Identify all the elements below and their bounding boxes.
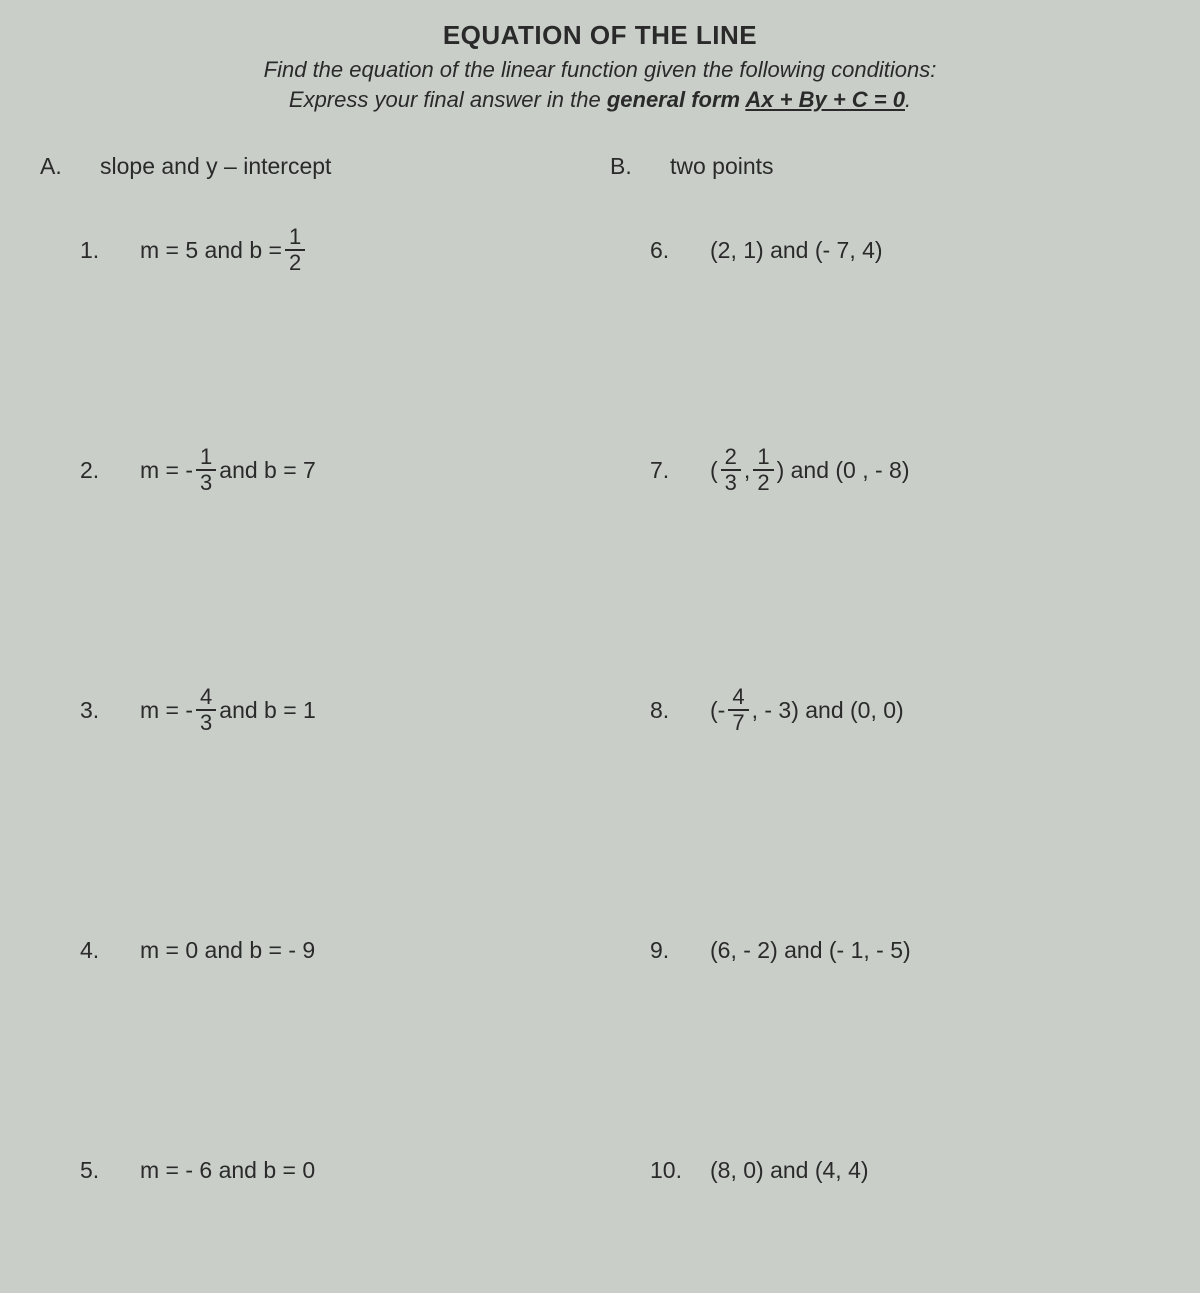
problem-7-fraction-2: 1 2: [753, 446, 773, 494]
problem-8-post: , - 3) and (0, 0): [752, 697, 904, 724]
col-b-heading: B. two points: [610, 153, 1160, 180]
problem-1-frac-num: 1: [285, 226, 305, 251]
problem-1-fraction: 1 2: [285, 226, 305, 274]
problem-7-content: ( 2 3 , 1 2 ) and (0 , - 8): [710, 446, 910, 494]
instr-seg-b: general form: [607, 87, 746, 112]
problem-3-number: 3.: [40, 697, 140, 724]
problem-5: 5. m = - 6 and b = 0: [40, 1140, 590, 1200]
problem-3: 3. m = - 4 3 and b = 1: [40, 680, 590, 740]
problem-9-content: (6, - 2) and (- 1, - 5): [710, 937, 911, 964]
problem-7-post: ) and (0 , - 8): [777, 457, 910, 484]
problem-1-content: m = 5 and b = 1 2: [140, 226, 308, 274]
problem-3-frac-num: 4: [196, 686, 216, 711]
problem-7-f1-num: 2: [721, 446, 741, 471]
problem-7-f2-den: 2: [753, 471, 773, 494]
problem-1: 1. m = 5 and b = 1 2: [40, 220, 590, 280]
problem-2-content: m = - 1 3 and b = 7: [140, 446, 316, 494]
problem-2-frac-num: 1: [196, 446, 216, 471]
instructions-line-2: Express your final answer in the general…: [40, 87, 1160, 113]
instr-seg-c: Ax + By + C = 0: [745, 87, 905, 112]
problem-4-content: m = 0 and b = - 9: [140, 937, 315, 964]
problem-5-content: m = - 6 and b = 0: [140, 1157, 315, 1184]
problem-7-f1-den: 3: [721, 471, 741, 494]
problem-8-frac-den: 7: [728, 711, 748, 734]
col-b-label: two points: [670, 153, 774, 180]
instr-seg-a: Express your final answer in the: [289, 87, 607, 112]
problem-5-number: 5.: [40, 1157, 140, 1184]
problem-6-text: (2, 1) and (- 7, 4): [710, 237, 883, 264]
problem-5-text: m = - 6 and b = 0: [140, 1157, 315, 1184]
problem-8-pre: (-: [710, 697, 725, 724]
problem-2: 2. m = - 1 3 and b = 7: [40, 440, 590, 500]
problem-1-number: 1.: [40, 237, 140, 264]
col-a-letter: A.: [40, 153, 100, 180]
problem-2-fraction: 1 3: [196, 446, 216, 494]
problem-2-number: 2.: [40, 457, 140, 484]
problem-8: 8. (- 4 7 , - 3) and (0, 0): [610, 680, 1160, 740]
problem-4: 4. m = 0 and b = - 9: [40, 920, 590, 980]
problem-6-content: (2, 1) and (- 7, 4): [710, 237, 883, 264]
problem-1-pre: m = 5 and b =: [140, 237, 282, 264]
instr-seg-d: .: [905, 87, 911, 112]
problem-3-pre: m = -: [140, 697, 193, 724]
problem-10: 10. (8, 0) and (4, 4): [610, 1140, 1160, 1200]
problem-3-content: m = - 4 3 and b = 1: [140, 686, 316, 734]
problem-7-pre: (: [710, 457, 718, 484]
problem-6: 6. (2, 1) and (- 7, 4): [610, 220, 1160, 280]
problem-10-text: (8, 0) and (4, 4): [710, 1157, 869, 1184]
problem-7-mid: ,: [744, 457, 750, 484]
problem-7-fraction-1: 2 3: [721, 446, 741, 494]
problem-8-number: 8.: [610, 697, 710, 724]
problem-7-number: 7.: [610, 457, 710, 484]
instructions-line-1: Find the equation of the linear function…: [40, 57, 1160, 83]
page-title: EQUATION OF THE LINE: [40, 20, 1160, 51]
problem-4-text: m = 0 and b = - 9: [140, 937, 315, 964]
columns: A. slope and y – intercept 1. m = 5 and …: [40, 153, 1160, 1200]
problem-1-frac-den: 2: [285, 251, 305, 274]
column-a: A. slope and y – intercept 1. m = 5 and …: [40, 153, 590, 1200]
problem-2-post: and b = 7: [219, 457, 316, 484]
header: EQUATION OF THE LINE Find the equation o…: [40, 20, 1160, 113]
problem-9: 9. (6, - 2) and (- 1, - 5): [610, 920, 1160, 980]
problem-4-number: 4.: [40, 937, 140, 964]
problem-8-content: (- 4 7 , - 3) and (0, 0): [710, 686, 904, 734]
col-a-heading: A. slope and y – intercept: [40, 153, 590, 180]
problem-3-post: and b = 1: [219, 697, 316, 724]
worksheet-page: EQUATION OF THE LINE Find the equation o…: [0, 0, 1200, 1293]
problem-7: 7. ( 2 3 , 1 2 ) and (0 , - 8): [610, 440, 1160, 500]
column-b: B. two points 6. (2, 1) and (- 7, 4) 7. …: [590, 153, 1160, 1200]
problem-2-pre: m = -: [140, 457, 193, 484]
problem-9-text: (6, - 2) and (- 1, - 5): [710, 937, 911, 964]
problem-6-number: 6.: [610, 237, 710, 264]
problem-2-frac-den: 3: [196, 471, 216, 494]
problem-9-number: 9.: [610, 937, 710, 964]
problem-8-frac-num: 4: [728, 686, 748, 711]
problem-10-content: (8, 0) and (4, 4): [710, 1157, 869, 1184]
col-a-label: slope and y – intercept: [100, 153, 331, 180]
problem-7-f2-num: 1: [753, 446, 773, 471]
col-b-letter: B.: [610, 153, 670, 180]
problem-8-fraction: 4 7: [728, 686, 748, 734]
problem-3-frac-den: 3: [196, 711, 216, 734]
problem-3-fraction: 4 3: [196, 686, 216, 734]
problem-10-number: 10.: [610, 1157, 710, 1184]
